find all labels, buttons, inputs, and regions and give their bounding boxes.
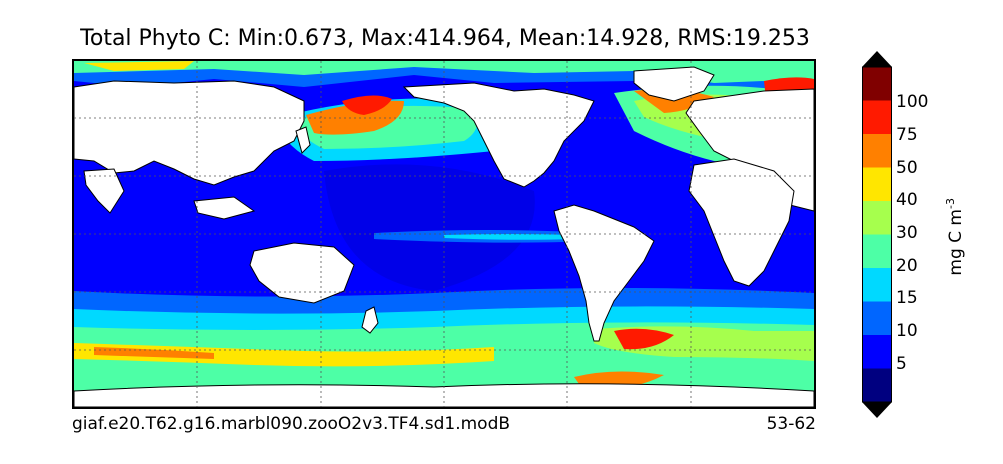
map-panel <box>72 59 816 409</box>
arctic-band-green <box>74 61 814 83</box>
colorbar-extend-max <box>862 51 892 67</box>
colorbar-segment <box>862 134 892 168</box>
colorbar-segment <box>862 335 892 369</box>
colorbar-tick-label: 10 <box>896 321 918 341</box>
colorbar-segment <box>862 268 892 302</box>
colorbar-segment <box>862 100 892 135</box>
case-name-label: giaf.e20.T62.g16.marbl090.zooO2v3.TF4.sd… <box>72 414 511 434</box>
colorbar-segment <box>862 167 892 202</box>
colorbar-segment <box>862 301 892 336</box>
map-gridlines <box>74 61 814 407</box>
okhotsk-red <box>342 95 392 115</box>
australia <box>249 242 355 304</box>
japan <box>295 126 311 154</box>
new-zealand <box>361 306 379 334</box>
india <box>83 168 125 214</box>
greenland <box>633 66 715 102</box>
colorbar-segment <box>862 201 892 235</box>
southern-band-yellow <box>74 343 494 367</box>
colorbar-segment <box>862 234 892 269</box>
land-masses <box>74 66 814 407</box>
unit-text: mg C m <box>945 209 966 276</box>
colorbar-extend-min <box>862 402 892 418</box>
colorbar-segment <box>862 67 892 101</box>
patagonia-red <box>614 328 674 350</box>
colorbar-tick-label: 5 <box>896 354 907 374</box>
colorbar <box>862 51 892 418</box>
antarctica <box>74 383 814 407</box>
colorbar-outline <box>862 66 892 403</box>
colorbar-segments <box>862 51 892 418</box>
equatorial-cyan <box>444 234 574 240</box>
colorbar-unit-label: mg C m-3 <box>944 152 966 322</box>
colorbar-tick-label: 15 <box>896 288 918 308</box>
africa <box>688 158 795 287</box>
unit-exponent: -3 <box>944 198 958 210</box>
colorbar-tick-label: 50 <box>896 158 918 178</box>
colorbar-tick-label: 30 <box>896 223 918 243</box>
colorbar-segment <box>862 368 892 403</box>
ocean-field-map <box>74 61 814 407</box>
north-america <box>402 82 595 188</box>
plot-title: Total Phyto C: Min:0.673, Max:414.964, M… <box>80 26 810 51</box>
south-america <box>553 204 655 342</box>
north-pacific-gyre <box>324 164 535 291</box>
colorbar-tick-label: 40 <box>896 190 918 210</box>
arctic-yellow-patch <box>84 61 194 71</box>
colorbar-tick-label: 20 <box>896 256 918 276</box>
colorbar-tick-label: 100 <box>896 92 929 112</box>
years-label: 53-62 <box>766 414 816 434</box>
asia <box>74 80 305 186</box>
colorbar-tick-label: 75 <box>896 125 918 145</box>
